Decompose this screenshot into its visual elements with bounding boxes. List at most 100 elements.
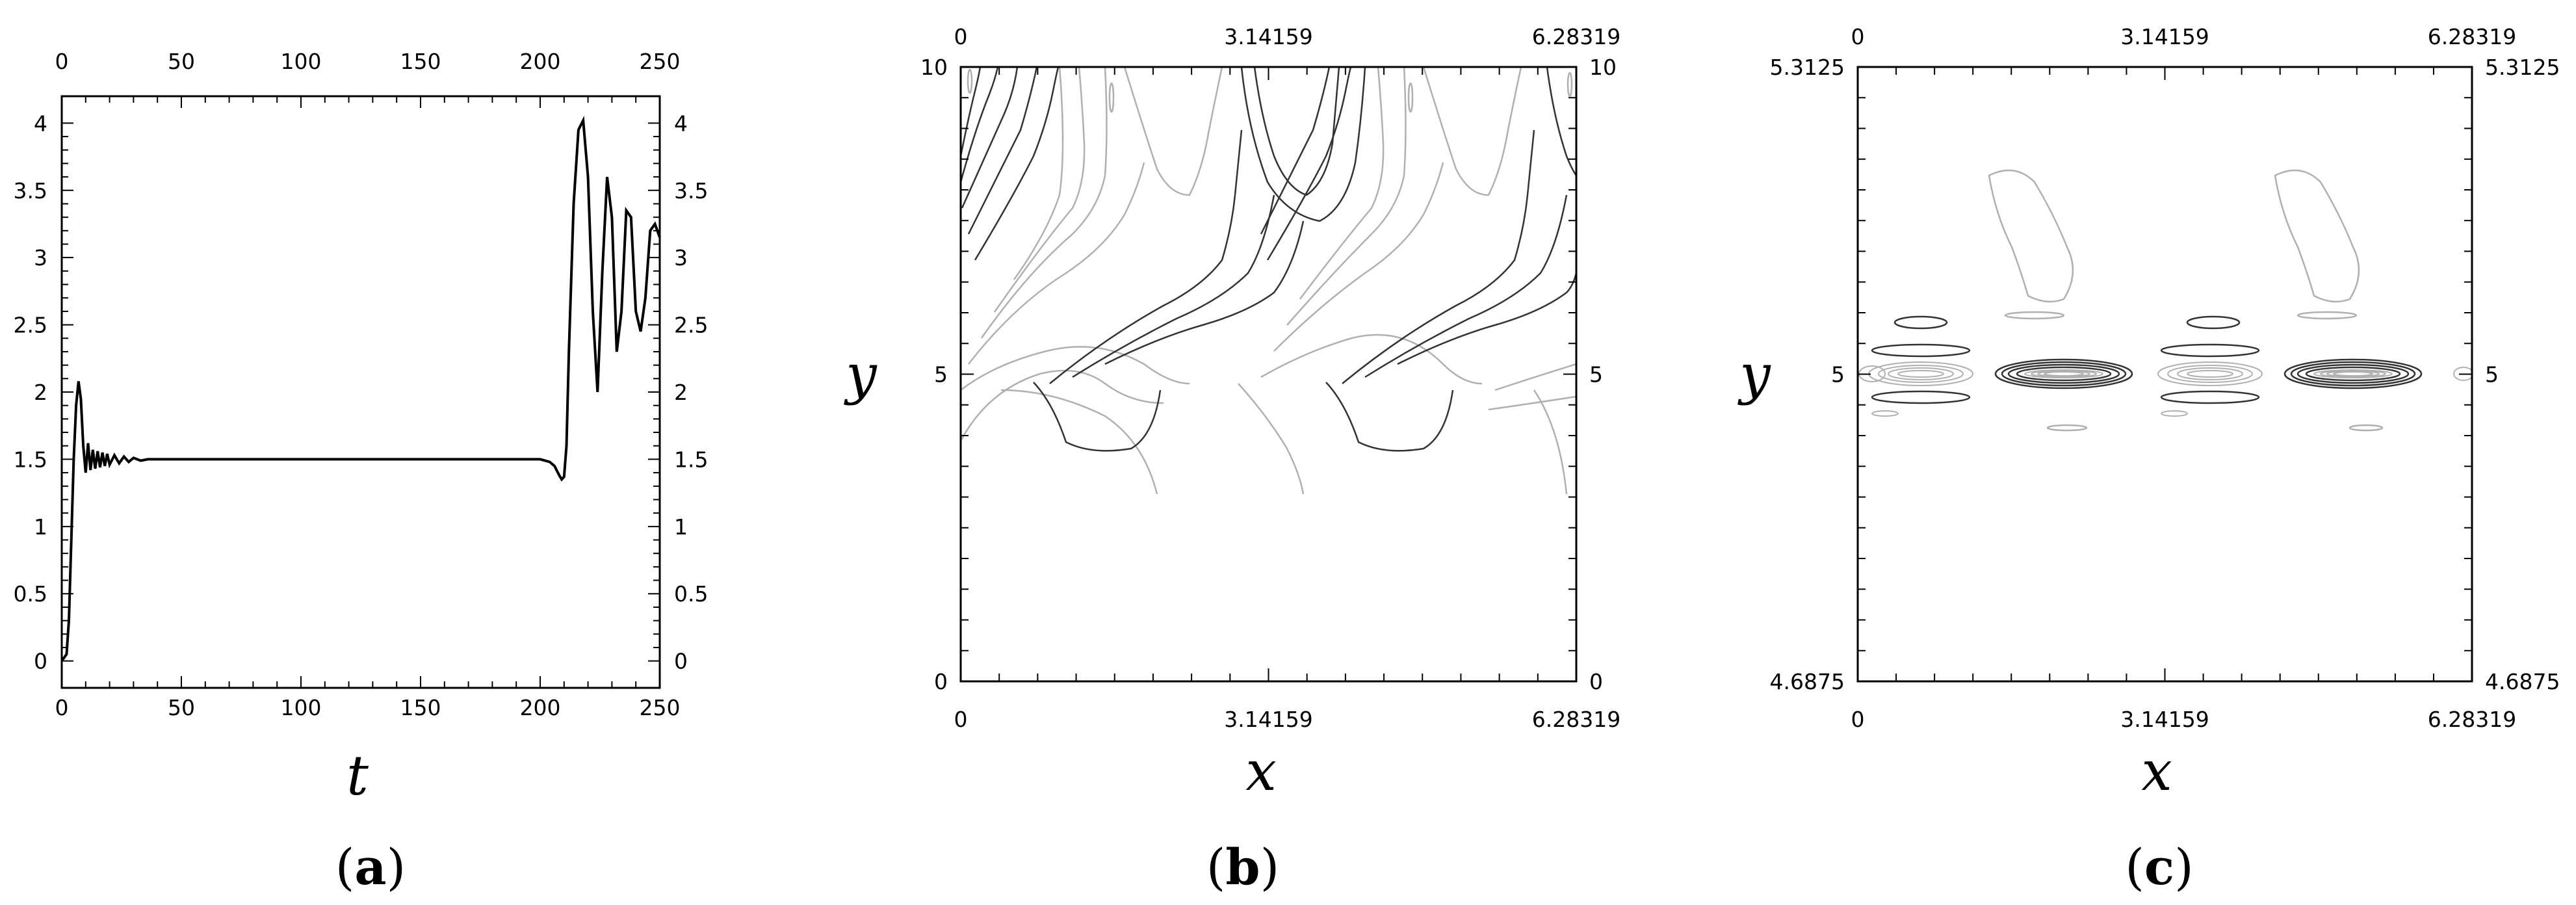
contour-line bbox=[974, 67, 1060, 261]
contour-line bbox=[1266, 67, 1352, 261]
contour-line bbox=[961, 67, 999, 183]
contour-line bbox=[2160, 390, 2260, 404]
x-tick-label-bottom: 0 bbox=[55, 695, 69, 720]
contour-line bbox=[993, 67, 1086, 313]
panel-c-plot-frame bbox=[1856, 66, 2473, 683]
x-tick-label-bottom: 100 bbox=[281, 695, 322, 720]
panel-c-label: (c) bbox=[2125, 838, 2194, 896]
panel-c-tick-marks bbox=[1857, 66, 2473, 682]
contour-line bbox=[1546, 67, 1576, 176]
x-tick-label-bottom: 50 bbox=[168, 695, 195, 720]
y-tick-label-right: 5 bbox=[2485, 362, 2499, 387]
panel-a-series-line bbox=[60, 115, 661, 662]
contour-line bbox=[1871, 410, 1899, 417]
contour-line bbox=[1013, 67, 1064, 280]
contour-line bbox=[2348, 424, 2384, 432]
x-tick-label-top: 200 bbox=[520, 49, 561, 74]
contour-line bbox=[1260, 334, 1483, 385]
x-tick-label-top: 3.14159 bbox=[1224, 24, 1312, 49]
contour-line bbox=[1364, 194, 1568, 378]
contour-line bbox=[1286, 67, 1407, 326]
contour-line bbox=[2296, 311, 2358, 320]
x-tick-label-bottom: 6.28319 bbox=[1532, 707, 1620, 732]
x-tick-label-bottom: 250 bbox=[640, 695, 681, 720]
contour-line bbox=[2296, 363, 2410, 384]
contour-line bbox=[2046, 424, 2088, 432]
panel-a-xlabel: t bbox=[346, 744, 369, 807]
y-tick-label-left: 10 bbox=[920, 55, 948, 80]
contour-line bbox=[1893, 315, 1948, 330]
y-tick-label-left: 5.3125 bbox=[1770, 55, 1845, 80]
y-tick-label-left: 5 bbox=[1831, 362, 1845, 387]
panel-c-contours bbox=[1858, 169, 2472, 432]
contour-line bbox=[1000, 389, 1158, 495]
y-tick-label-right: 3.5 bbox=[674, 178, 708, 203]
contour-line bbox=[1049, 129, 1243, 384]
contour-line bbox=[1033, 382, 1162, 452]
contour-line bbox=[1240, 67, 1366, 222]
contour-line bbox=[1273, 162, 1444, 352]
contour-line bbox=[1994, 358, 2133, 389]
contour-line bbox=[1988, 169, 2074, 303]
contour-line bbox=[2290, 361, 2416, 387]
x-tick-label-top: 150 bbox=[400, 49, 441, 74]
x-tick-label-top: 50 bbox=[168, 49, 195, 74]
contour-line bbox=[2001, 361, 2127, 387]
panel-c-tick-labels: 0 0 3.14159 3.14159 6.28319 6.28319 4.6875 4.68… bbox=[1770, 24, 2560, 732]
contour-line bbox=[1422, 67, 1522, 196]
y-tick-label-right: 3 bbox=[674, 245, 688, 270]
contour-line bbox=[2161, 410, 2188, 417]
x-tick-label-top: 6.28319 bbox=[1532, 24, 1620, 49]
y-tick-label-right: 10 bbox=[1589, 55, 1617, 80]
contour-line bbox=[1871, 343, 1971, 358]
panel-c-xlabel: x bbox=[2141, 739, 2172, 803]
contour-line bbox=[1260, 67, 1331, 235]
y-tick-label-right: 1.5 bbox=[674, 447, 708, 472]
contour-line bbox=[2186, 315, 2241, 330]
contour-line bbox=[1397, 272, 1576, 365]
contour-line bbox=[1567, 72, 1573, 98]
contour-line bbox=[2160, 343, 2260, 358]
panel-b-xlabel: x bbox=[1245, 739, 1276, 803]
x-tick-label-bottom: 3.14159 bbox=[2120, 707, 2209, 732]
contour-line bbox=[2187, 370, 2233, 378]
panel-a-plot-frame bbox=[60, 95, 661, 689]
contour-line bbox=[1299, 67, 1385, 300]
contour-line bbox=[980, 67, 1108, 339]
panel-c-ylabel: y bbox=[1737, 343, 1771, 406]
panel-b-ylabel: y bbox=[843, 343, 878, 406]
y-tick-label-left: 4 bbox=[34, 111, 47, 136]
contour-line bbox=[2274, 169, 2360, 303]
panel-b-contours bbox=[961, 67, 1576, 495]
y-tick-label-left: 3 bbox=[34, 245, 47, 270]
y-tick-label-right: 0.5 bbox=[674, 581, 708, 607]
contour-line bbox=[1123, 67, 1223, 196]
contour-line bbox=[1488, 395, 1576, 411]
contour-line bbox=[2044, 371, 2084, 376]
x-tick-label-bottom: 6.28319 bbox=[2428, 707, 2516, 732]
contour-line bbox=[1104, 220, 1305, 365]
contour-line bbox=[967, 68, 973, 94]
contour-line bbox=[2283, 358, 2423, 389]
contour-line bbox=[2157, 361, 2263, 386]
y-tick-label-right: 2 bbox=[674, 380, 688, 405]
contour-line bbox=[961, 67, 982, 157]
contour-line bbox=[2016, 366, 2112, 382]
y-tick-label-right: 4 bbox=[674, 111, 688, 136]
contour-line bbox=[2177, 367, 2243, 380]
y-tick-label-left: 0 bbox=[34, 649, 47, 674]
contour-line bbox=[1238, 383, 1305, 495]
contour-line bbox=[1878, 365, 1964, 383]
y-tick-label-left: 2 bbox=[34, 380, 47, 405]
y-tick-label-right: 2.5 bbox=[674, 313, 708, 338]
contour-line bbox=[2167, 365, 2253, 383]
y-tick-label-right: 4.6875 bbox=[2485, 669, 2560, 694]
contour-line bbox=[1494, 363, 1576, 391]
y-tick-label-right: 0 bbox=[1589, 669, 1603, 694]
contour-line bbox=[1342, 129, 1535, 384]
panel-b-plot-frame bbox=[959, 66, 1578, 683]
x-tick-label-bottom: 150 bbox=[400, 695, 441, 720]
contour-line bbox=[961, 67, 1019, 209]
